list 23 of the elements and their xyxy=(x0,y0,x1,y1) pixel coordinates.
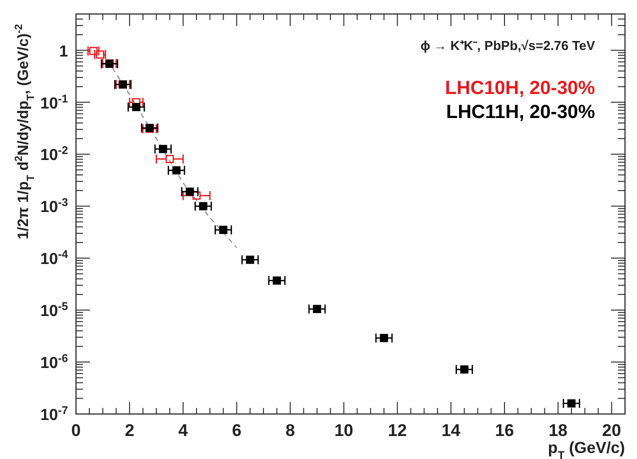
text: LHC10H, 20-30% xyxy=(445,78,596,99)
x-tick-label: 0 xyxy=(71,421,81,440)
x-tick-label: 4 xyxy=(178,421,188,440)
x-tick-label: 2 xyxy=(124,421,134,440)
y-tick-label: 10$^{-7}$ xyxy=(40,405,68,424)
x-tick-label: 12 xyxy=(388,421,407,440)
y-tick-label: 10$^{-2}$ xyxy=(40,145,68,164)
x-tick-label: 16 xyxy=(495,421,514,440)
x-tick-label: 18 xyxy=(548,421,568,440)
annotation: ϕ → K⁺K⁻, PbPb,√s=2.76 TeV xyxy=(420,38,596,53)
y-tick-label: 10$^{-3}$ xyxy=(40,197,68,216)
text: LHC11H, 20-30% xyxy=(446,102,596,123)
x-tick-label: 20 xyxy=(602,421,622,440)
y-tick-label: 10$^{-5}$ xyxy=(40,301,68,320)
y-tick-label: 10$^{-6}$ xyxy=(40,353,68,372)
x-axis-title: p$_{T}$ (GeV/c) xyxy=(548,440,625,459)
y-tick-label: 10$^{-4}$ xyxy=(40,249,69,268)
x-tick-label: 14 xyxy=(441,421,461,440)
y-tick-label: 10$^{-1}$ xyxy=(40,93,68,112)
x-tick-label: 8 xyxy=(286,421,295,440)
y-tick-label: 1 xyxy=(59,43,68,60)
x-tick-label: 10 xyxy=(334,421,354,440)
x-tick-label: 6 xyxy=(232,421,242,440)
